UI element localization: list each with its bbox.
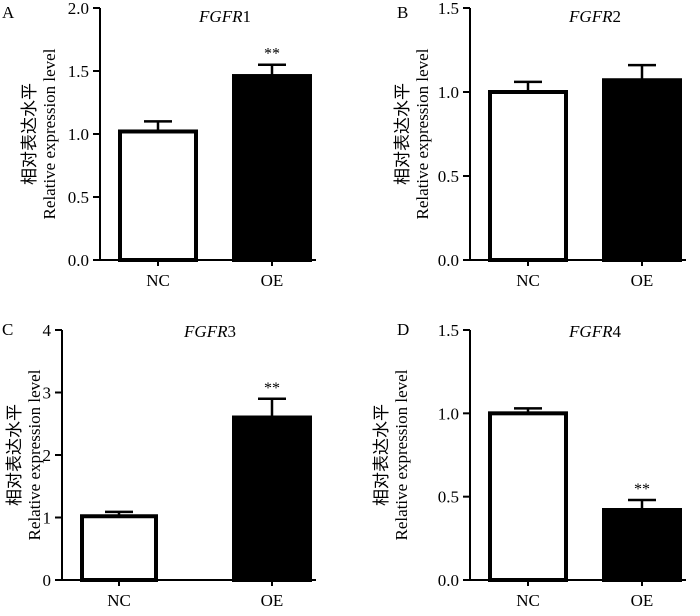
y-tick-label: 1.0 (438, 83, 459, 102)
y-tick-label: 1 (43, 509, 52, 528)
y-tick-label: 0.5 (438, 167, 459, 186)
bar-nc (118, 129, 198, 262)
y-tick-label: 1.5 (68, 62, 89, 81)
title-gene: FGFR (568, 322, 613, 341)
panel-letter: C (2, 320, 13, 339)
bar-oe (602, 508, 682, 582)
title-gene: FGFR (568, 7, 613, 26)
significance-marker: ** (634, 481, 650, 498)
bar-oe (232, 415, 312, 582)
chart-title: FGFR4 (568, 322, 621, 341)
panel-a: A FGFR1 相对表达水平 Relative expression level 0.0… (2, 0, 316, 290)
x-tick-label: OE (261, 271, 284, 290)
bar-oe (602, 78, 682, 262)
y-axis-label-cn: 相对表达水平 (393, 83, 412, 185)
x-tick-label: OE (631, 271, 654, 290)
chart-title: FGFR1 (198, 7, 251, 26)
y-axis-label-cn: 相对表达水平 (372, 404, 391, 506)
panel-b: B FGFR2 相对表达水平 Relative expression level 0.0… (393, 0, 686, 290)
y-axis-label-cn: 相对表达水平 (20, 83, 39, 185)
y-tick-label: 0.5 (68, 188, 89, 207)
significance-marker: ** (264, 380, 280, 397)
chart-title: FGFR3 (183, 322, 236, 341)
y-axis-label-en: Relative expression level (392, 369, 411, 540)
x-tick-label: NC (516, 591, 540, 610)
y-tick-label: 4 (43, 321, 52, 340)
y-tick-label: 2.0 (68, 0, 89, 18)
y-tick-label: 0.0 (68, 251, 89, 270)
x-tick-label: NC (146, 271, 170, 290)
y-axis-label-cn: 相对表达水平 (5, 404, 24, 506)
y-axis-label-en: Relative expression level (413, 48, 432, 219)
title-number: 3 (227, 322, 236, 341)
y-tick-label: 1.0 (438, 404, 459, 423)
panel-letter: A (2, 3, 15, 22)
panel-letter: B (397, 3, 408, 22)
y-tick-label: 0 (43, 571, 52, 590)
y-axis-label-en: Relative expression level (25, 369, 44, 540)
title-number: 2 (612, 7, 621, 26)
panel-d: D FGFR4 相对表达水平 Relative expression level 0.0… (372, 320, 686, 610)
bar-nc (80, 514, 158, 582)
y-tick-label: 0.5 (438, 488, 459, 507)
x-tick-label: OE (631, 591, 654, 610)
y-tick-label: 0.0 (438, 251, 459, 270)
y-tick-label: 3 (43, 384, 52, 403)
significance-marker: ** (264, 46, 280, 63)
x-tick-label: OE (261, 591, 284, 610)
y-tick-label: 1.5 (438, 321, 459, 340)
x-tick-label: NC (107, 591, 131, 610)
title-gene: FGFR (183, 322, 228, 341)
y-tick-label: 1.0 (68, 125, 89, 144)
bar-nc (488, 411, 568, 583)
title-gene: FGFR (198, 7, 243, 26)
title-number: 1 (242, 7, 251, 26)
title-number: 4 (612, 322, 621, 341)
chart-title: FGFR2 (568, 7, 621, 26)
y-tick-label: 0.0 (438, 571, 459, 590)
bar-nc (488, 90, 568, 262)
y-axis-label-en: Relative expression level (40, 48, 59, 219)
bar-oe (232, 74, 312, 263)
y-tick-label: 2 (43, 446, 52, 465)
x-tick-label: NC (516, 271, 540, 290)
y-tick-label: 1.5 (438, 0, 459, 18)
panel-letter: D (397, 320, 409, 339)
